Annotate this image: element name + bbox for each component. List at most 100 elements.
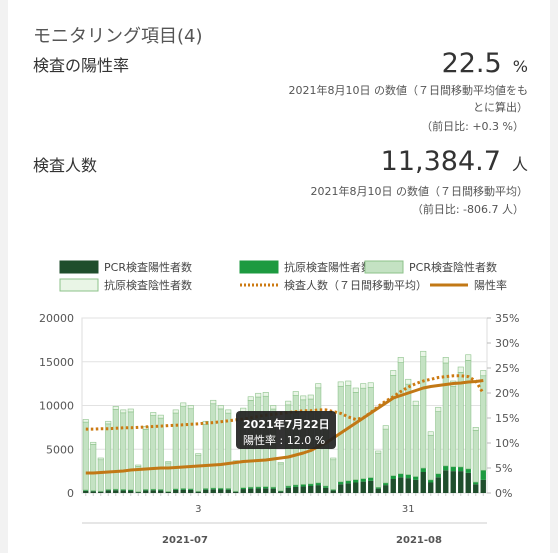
bar-segment (397, 357, 404, 363)
bar-segment (203, 489, 209, 493)
metric-note: 2021年8月10日 の数値（７日間移動平均値をもとに算出） (288, 84, 529, 114)
bar-segment (225, 412, 232, 489)
bar-segment (233, 491, 239, 493)
bar-segment (255, 488, 261, 493)
bar-segment (353, 479, 359, 483)
value: 11,384.7 (380, 146, 501, 177)
metric-label: 検査人数 (33, 156, 98, 175)
metric-change: （前日比: +0.3 %） (421, 120, 524, 133)
bar-segment (465, 472, 471, 493)
bar-segment (323, 487, 329, 493)
bar-segment (270, 487, 276, 489)
bar-segment (323, 486, 329, 488)
bar-segment (128, 490, 134, 493)
bar-segment (113, 490, 119, 493)
bar-segment (158, 490, 164, 493)
bar-segment (293, 484, 299, 487)
y-tick-label: 15000 (39, 356, 74, 369)
bar-segment (450, 471, 456, 493)
legend-label: PCR検査陰性者数 (409, 260, 497, 274)
bar-segment (360, 387, 367, 479)
bar-segment (480, 479, 486, 493)
bar-segment (165, 461, 172, 464)
bar-segment (338, 481, 344, 485)
legend-label: 抗原検査陰性者数 (104, 278, 192, 292)
y2-tick-label: 0% (495, 487, 512, 500)
bar-segment (82, 421, 89, 491)
bar-segment (247, 396, 254, 401)
bar-segment (427, 431, 434, 436)
month-label: 2021-08 (396, 535, 442, 546)
bar-segment (248, 487, 254, 489)
bar-segment (135, 492, 141, 493)
bar-segment (300, 486, 306, 493)
bar-segment (232, 461, 239, 492)
metric-change: （前日比: -806.7 人） (411, 203, 524, 216)
bar-segment (405, 474, 411, 479)
bar-segment (427, 434, 434, 481)
bar-segment (98, 491, 104, 493)
bar-segment (277, 463, 284, 492)
bar-segment (360, 481, 366, 493)
bar-segment (390, 479, 396, 493)
bar-segment (472, 427, 479, 431)
bar-segment (188, 489, 194, 493)
bar-segment (82, 419, 89, 423)
bar-segment (105, 489, 111, 491)
bar-segment (97, 459, 104, 492)
bar-segment (158, 489, 164, 491)
bar-segment (428, 479, 434, 483)
title: モニタリング項目(4) (33, 26, 203, 47)
unit: % (512, 57, 528, 76)
bar-segment (240, 489, 246, 493)
bar-segment (375, 487, 381, 489)
bar-segment (457, 372, 464, 468)
bar-segment (128, 489, 134, 491)
bar-segment (345, 483, 351, 493)
bar-segment (278, 490, 284, 492)
bar-segment (390, 370, 397, 376)
bar-segment (367, 387, 374, 478)
bar-segment (367, 382, 374, 388)
bar-segment (307, 394, 314, 400)
bar-segment (300, 395, 307, 401)
bar-segment (390, 475, 396, 479)
y2-tick-label: 35% (495, 312, 519, 325)
bar-segment (285, 400, 292, 406)
bar-segment (480, 470, 486, 480)
bar-segment (150, 489, 156, 491)
bar-segment (405, 478, 411, 493)
bar-segment (120, 412, 127, 490)
bar-segment (480, 370, 487, 377)
bar-segment (442, 357, 449, 364)
bar-segment (397, 362, 404, 475)
bar-segment (443, 470, 449, 493)
bar-segment (457, 366, 464, 373)
bar-segment (90, 444, 97, 491)
bar-segment (435, 411, 442, 475)
card: モニタリング項目(4) 検査の陽性率 22.5 % 2021年8月10日 の数値… (8, 0, 550, 553)
bar-segment (428, 482, 434, 493)
bar-segment (210, 488, 216, 490)
y2-tick-label: 25% (495, 362, 519, 375)
bar-segment (270, 488, 276, 493)
bar-segment (173, 488, 179, 490)
bar-segment (180, 402, 187, 407)
bar-segment (375, 488, 381, 493)
bar-segment (120, 489, 126, 491)
bar-segment (450, 385, 457, 468)
bar-segment (195, 453, 202, 456)
bar-segment (285, 487, 291, 493)
bar-segment (442, 362, 449, 467)
line (85, 374, 485, 431)
bar-segment (435, 477, 441, 493)
legend-swatch (364, 260, 404, 274)
y-tick-label: 5000 (46, 443, 74, 456)
bar-segment (210, 399, 217, 405)
bar-segment (465, 354, 472, 361)
metric-note: 2021年8月10日 の数値（７日間移動平均） (310, 185, 529, 198)
tooltip-label: 陽性率 : 12.0 % (243, 433, 325, 447)
bar-segment (172, 409, 179, 414)
